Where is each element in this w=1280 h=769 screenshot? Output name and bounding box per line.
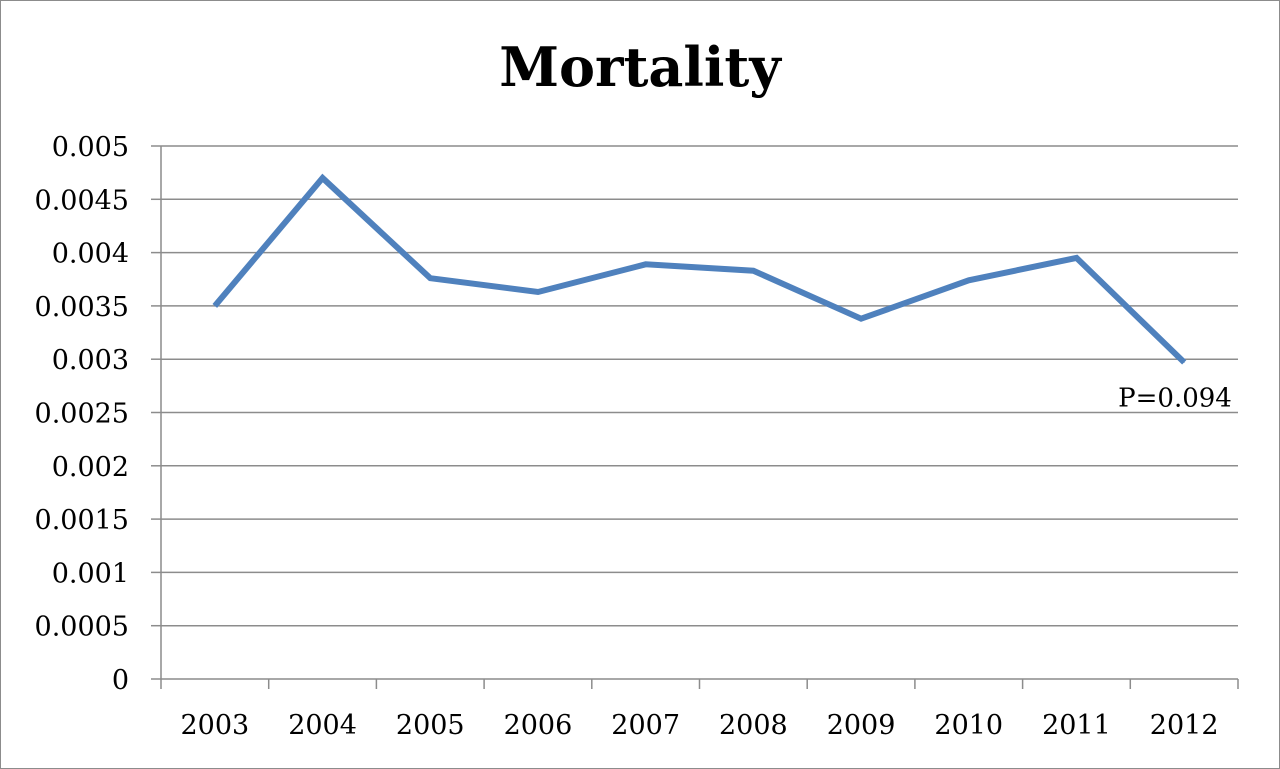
x-tick-label: 2006 <box>504 710 573 741</box>
y-tick-label: 0.002 <box>52 452 129 483</box>
y-axis-ticks: 0 0.0005 0.001 0.0015 0.002 0.0025 0.003 0.0035… <box>35 132 161 696</box>
gridlines <box>161 145 1238 627</box>
y-tick-label: 0.0005 <box>35 612 129 643</box>
series-line <box>212 173 1187 365</box>
y-tick-label: 0.005 <box>52 132 129 163</box>
data-point <box>537 291 539 293</box>
data-point <box>968 279 970 281</box>
y-tick-label: 0.0025 <box>35 399 129 430</box>
x-axis-ticks: 2003 2004 2005 2006 2007 2008 2009 2010 2011 2012 <box>160 679 1239 741</box>
chart-title: Mortality <box>499 35 782 99</box>
data-point <box>322 177 324 179</box>
series-group <box>212 173 1187 365</box>
y-tick-label: 0.0015 <box>35 505 129 536</box>
data-point <box>429 277 431 279</box>
y-tick-label: 0.0035 <box>35 292 129 323</box>
x-tick-label: 2009 <box>827 710 896 741</box>
x-tick-label: 2012 <box>1150 710 1219 741</box>
x-tick-label: 2010 <box>934 710 1003 741</box>
x-tick-label: 2008 <box>719 710 788 741</box>
x-tick-label: 2004 <box>288 710 357 741</box>
data-point <box>1183 361 1185 363</box>
y-tick-label: 0.004 <box>52 239 129 270</box>
x-tick-label: 2011 <box>1042 710 1111 741</box>
y-tick-label: 0.003 <box>52 345 129 376</box>
data-point <box>214 305 216 307</box>
data-point <box>860 318 862 320</box>
x-tick-label: 2003 <box>180 710 249 741</box>
x-tick-label: 2005 <box>396 710 465 741</box>
annotations: P=0.094 <box>1118 383 1232 413</box>
data-point <box>645 263 647 265</box>
y-tick-label: 0.0045 <box>35 185 129 216</box>
y-tick-label: 0.001 <box>52 558 129 589</box>
x-tick-label: 2007 <box>611 710 680 741</box>
data-point <box>752 270 754 272</box>
y-tick-label: 0 <box>112 665 129 696</box>
data-point <box>1075 257 1077 259</box>
p-value-annotation: P=0.094 <box>1118 383 1232 413</box>
